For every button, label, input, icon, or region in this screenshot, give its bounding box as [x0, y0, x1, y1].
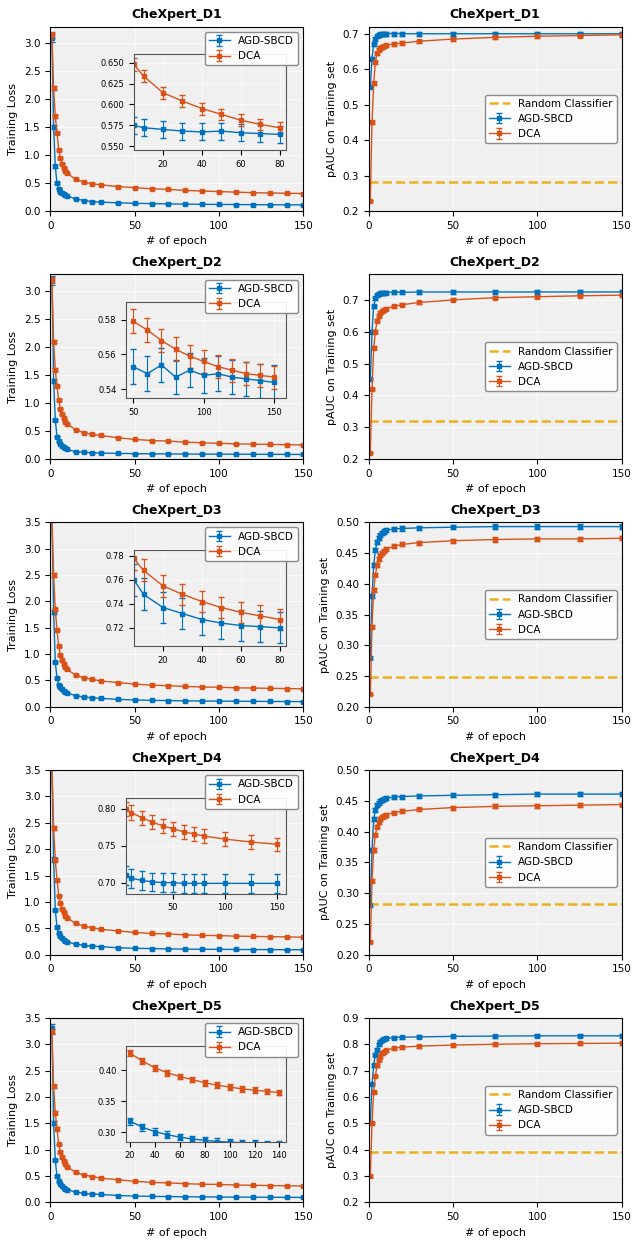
Legend: AGD-SBCD, DCA: AGD-SBCD, DCA — [205, 1023, 298, 1057]
Title: CheXpert_D4: CheXpert_D4 — [450, 751, 541, 765]
Random Classifier — [365, 1144, 372, 1159]
Legend: Random Classifier, AGD-SBCD, DCA: Random Classifier, AGD-SBCD, DCA — [484, 343, 616, 391]
Legend: AGD-SBCD, DCA: AGD-SBCD, DCA — [205, 32, 298, 66]
X-axis label: # of epoch: # of epoch — [147, 979, 207, 989]
Y-axis label: pAUC on Training set: pAUC on Training set — [327, 61, 337, 177]
Y-axis label: Training Loss: Training Loss — [8, 826, 19, 898]
Title: CheXpert_D4: CheXpert_D4 — [131, 751, 222, 765]
Random Classifier — [365, 174, 372, 189]
Legend: AGD-SBCD, DCA: AGD-SBCD, DCA — [205, 279, 298, 313]
Random Classifier — [365, 414, 372, 429]
Random Classifier — [367, 174, 374, 189]
Title: CheXpert_D2: CheXpert_D2 — [450, 257, 541, 269]
X-axis label: # of epoch: # of epoch — [147, 1227, 207, 1237]
X-axis label: # of epoch: # of epoch — [465, 979, 525, 989]
Legend: Random Classifier, AGD-SBCD, DCA: Random Classifier, AGD-SBCD, DCA — [484, 839, 616, 887]
X-axis label: # of epoch: # of epoch — [147, 733, 207, 743]
X-axis label: # of epoch: # of epoch — [465, 733, 525, 743]
Title: CheXpert_D5: CheXpert_D5 — [450, 999, 541, 1013]
Y-axis label: pAUC on Training set: pAUC on Training set — [327, 1052, 337, 1169]
Random Classifier — [367, 897, 374, 912]
Legend: AGD-SBCD, DCA: AGD-SBCD, DCA — [205, 527, 298, 561]
Legend: Random Classifier, AGD-SBCD, DCA: Random Classifier, AGD-SBCD, DCA — [484, 95, 616, 143]
X-axis label: # of epoch: # of epoch — [147, 485, 207, 495]
Y-axis label: pAUC on Training set: pAUC on Training set — [327, 309, 337, 425]
Title: CheXpert_D1: CheXpert_D1 — [131, 9, 222, 21]
Y-axis label: Training Loss: Training Loss — [8, 1074, 19, 1146]
Legend: Random Classifier, AGD-SBCD, DCA: Random Classifier, AGD-SBCD, DCA — [484, 1085, 616, 1135]
X-axis label: # of epoch: # of epoch — [465, 1227, 525, 1237]
Y-axis label: Training Loss: Training Loss — [8, 83, 19, 155]
Random Classifier — [367, 670, 374, 685]
Y-axis label: pAUC on Training set: pAUC on Training set — [320, 804, 330, 921]
Random Classifier — [365, 897, 372, 912]
Y-axis label: Training Loss: Training Loss — [8, 578, 19, 650]
Y-axis label: Training Loss: Training Loss — [8, 330, 19, 402]
Legend: AGD-SBCD, DCA: AGD-SBCD, DCA — [205, 775, 298, 809]
Title: CheXpert_D3: CheXpert_D3 — [131, 503, 222, 517]
Title: CheXpert_D5: CheXpert_D5 — [131, 999, 222, 1013]
Title: CheXpert_D3: CheXpert_D3 — [450, 503, 541, 517]
Title: CheXpert_D1: CheXpert_D1 — [450, 9, 541, 21]
X-axis label: # of epoch: # of epoch — [147, 237, 207, 247]
Random Classifier — [367, 1144, 374, 1159]
Y-axis label: pAUC on Training set: pAUC on Training set — [320, 557, 330, 673]
Title: CheXpert_D2: CheXpert_D2 — [131, 257, 222, 269]
X-axis label: # of epoch: # of epoch — [465, 237, 525, 247]
Legend: Random Classifier, AGD-SBCD, DCA: Random Classifier, AGD-SBCD, DCA — [484, 591, 616, 639]
Random Classifier — [365, 670, 372, 685]
X-axis label: # of epoch: # of epoch — [465, 485, 525, 495]
Random Classifier — [367, 414, 374, 429]
